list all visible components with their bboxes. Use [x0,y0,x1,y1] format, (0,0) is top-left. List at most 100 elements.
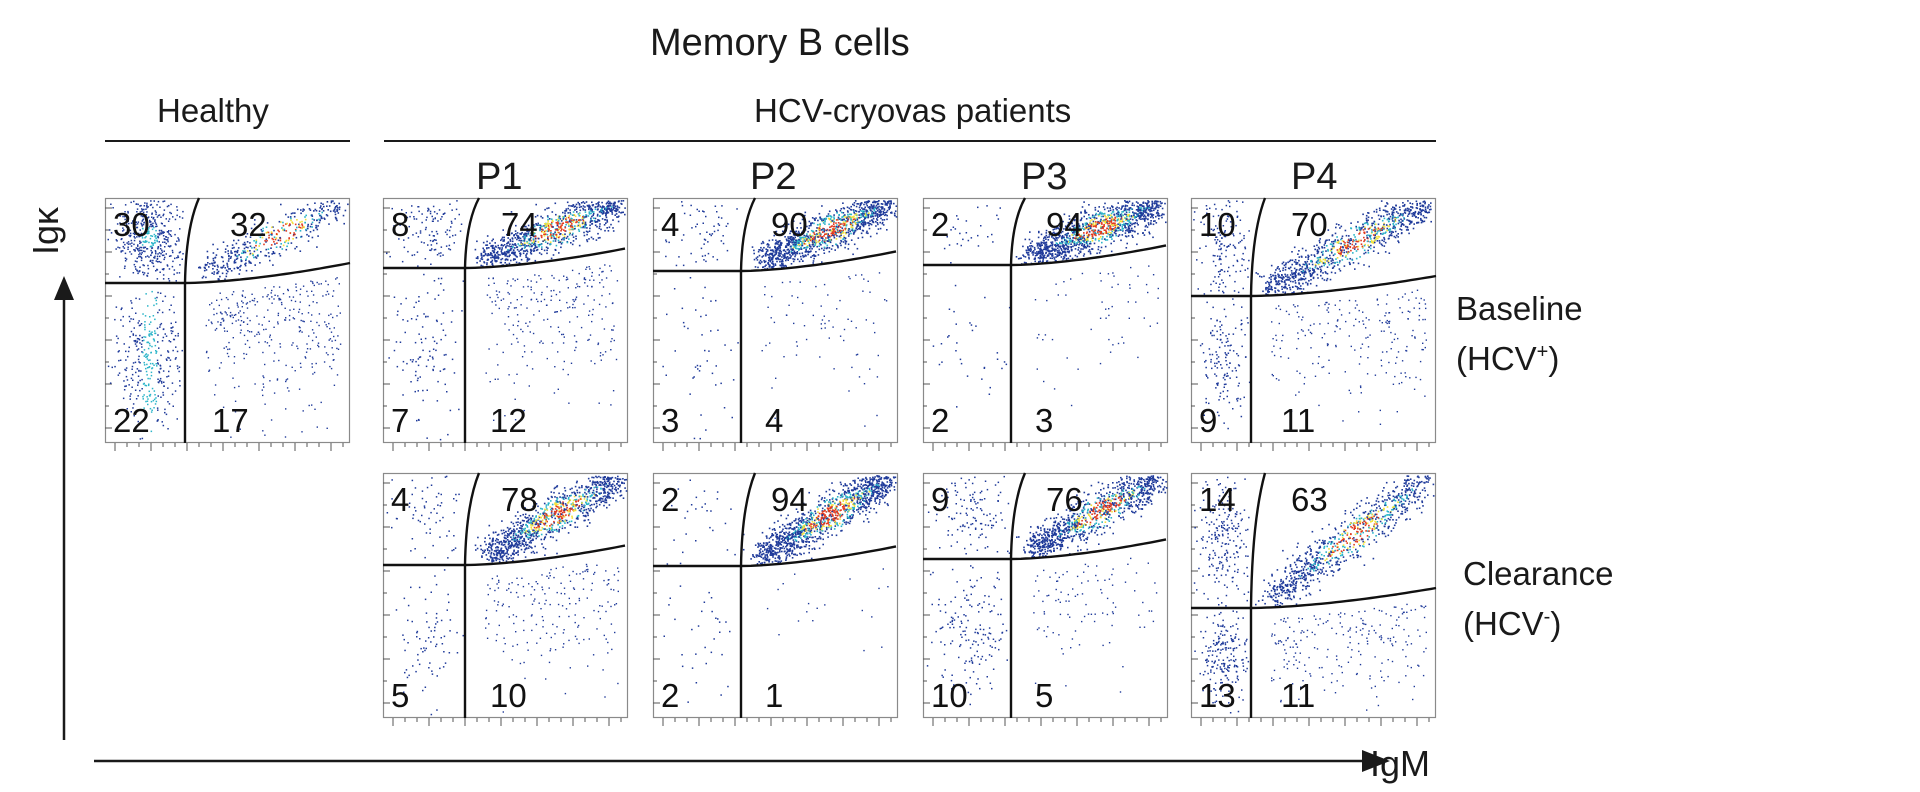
quadrant-top-left: 10 [1199,206,1236,243]
panel-canvas [652,472,899,726]
axis-ticks [923,207,1162,451]
event-dots [926,475,1168,706]
panel-p3-clearance: 9 76 10 5 [922,472,1169,726]
quadrant-gate [923,472,1167,718]
quadrant-gate [1191,197,1437,443]
row-label-clearance: Clearance [1463,555,1614,592]
quadrant-top-left: 9 [931,481,950,518]
column-header-p4: P4 [1291,156,1338,198]
quadrant-bottom-right: 12 [490,402,527,439]
panel-canvas [1190,472,1437,726]
quadrant-top-right: 70 [1291,206,1328,243]
panel-frame [652,472,899,719]
quadrant-bottom-left: 7 [391,402,410,439]
quadrant-bottom-left: 10 [931,677,968,714]
panel-canvas [922,472,1169,726]
quadrant-bottom-left: 22 [113,402,150,439]
panel-frame [382,472,629,719]
quadrant-top-right: 94 [1046,206,1083,243]
axis-ticks [653,482,892,726]
panel-p4-baseline: 10 70 9 11 [1190,197,1437,451]
panel-p4-clearance: 14 63 13 11 [1190,472,1437,726]
quadrant-gate [923,197,1167,443]
y-axis-label: Igκ [25,206,67,256]
axis-ticks [1191,482,1430,726]
quadrant-top-right: 63 [1291,481,1328,518]
group-underline-healthy [105,140,350,142]
quadrant-gate [383,197,626,443]
quadrant-bottom-left: 2 [931,402,950,439]
quadrant-top-left: 30 [113,206,150,243]
quadrant-top-right: 32 [230,206,267,243]
quadrant-top-right: 94 [771,481,808,518]
panel-p1-clearance: 4 78 5 10 [382,472,629,726]
axis-ticks [653,207,892,451]
column-header-p1: P1 [476,156,523,198]
quadrant-top-right: 76 [1046,481,1083,518]
axis-ticks [383,207,622,451]
axis-ticks [383,482,622,726]
quadrant-bottom-right: 5 [1035,677,1054,714]
panel-p2-clearance: 2 94 2 1 [652,472,899,726]
group-label-patients: HCV-cryovas patients [754,92,1072,129]
quadrant-gate [105,197,351,443]
quadrant-bottom-right: 11 [1281,402,1316,439]
event-dots [663,475,897,703]
panel-p2-baseline: 4 90 3 4 [652,197,899,451]
axis-ticks [1191,207,1430,451]
panel-frame [652,197,899,444]
panel-canvas [1190,197,1437,451]
superscript-minus: - [1543,606,1551,628]
panel-canvas [922,197,1169,451]
quadrant-bottom-left: 5 [391,677,410,714]
panel-frame [1190,197,1437,444]
quadrant-top-right: 78 [501,481,538,518]
quadrant-top-left: 4 [391,481,410,518]
quadrant-gate [383,472,626,718]
event-dots [662,200,898,440]
y-axis-arrow [54,276,74,740]
event-dots [1193,200,1432,430]
quadrant-bottom-left: 13 [1199,677,1236,714]
quadrant-top-left: 2 [931,206,950,243]
quadrant-gate [1191,472,1437,718]
x-axis-label: IgM [1370,743,1431,784]
axis-ticks [923,482,1162,726]
quadrant-bottom-right: 17 [212,402,249,439]
group-underline-patients [384,140,1436,142]
quadrant-gate [653,472,897,718]
quadrant-bottom-right: 10 [490,677,527,714]
quadrant-bottom-left: 9 [1199,402,1218,439]
quadrant-bottom-right: 1 [765,677,784,714]
group-label-healthy: Healthy [157,92,269,129]
quadrant-gate [653,197,897,443]
column-header-p2: P2 [750,156,797,198]
quadrant-top-right: 74 [501,206,538,243]
panel-canvas [652,197,899,451]
x-axis-arrow [94,750,1390,772]
event-dots [1193,475,1435,714]
event-dots [386,200,626,441]
quadrant-bottom-right: 3 [1035,402,1054,439]
event-dots [107,200,349,440]
panel-p3-baseline: 2 94 2 3 [922,197,1169,451]
quadrant-bottom-right: 4 [765,402,784,439]
axis-ticks [105,207,344,451]
quadrant-top-left: 8 [391,206,410,243]
quadrant-top-left: 4 [661,206,680,243]
row-label-baseline: Baseline [1456,290,1583,327]
figure-title: Memory B cells [650,22,910,64]
panel-frame [922,472,1169,719]
quadrant-top-left: 14 [1199,481,1236,518]
quadrant-top-left: 2 [661,481,680,518]
row-sublabel-baseline: (HCV+) [1456,340,1560,377]
superscript-plus: + [1536,341,1549,363]
panel-p1-baseline: 8 74 7 12 [382,197,629,451]
event-dots [932,200,1167,408]
panel-healthy: 30 32 22 17 [104,197,351,451]
panel-canvas [104,197,351,451]
row-sublabel-clearance: (HCV-) [1463,605,1562,642]
event-dots [386,475,628,716]
quadrant-bottom-right: 11 [1281,677,1316,714]
